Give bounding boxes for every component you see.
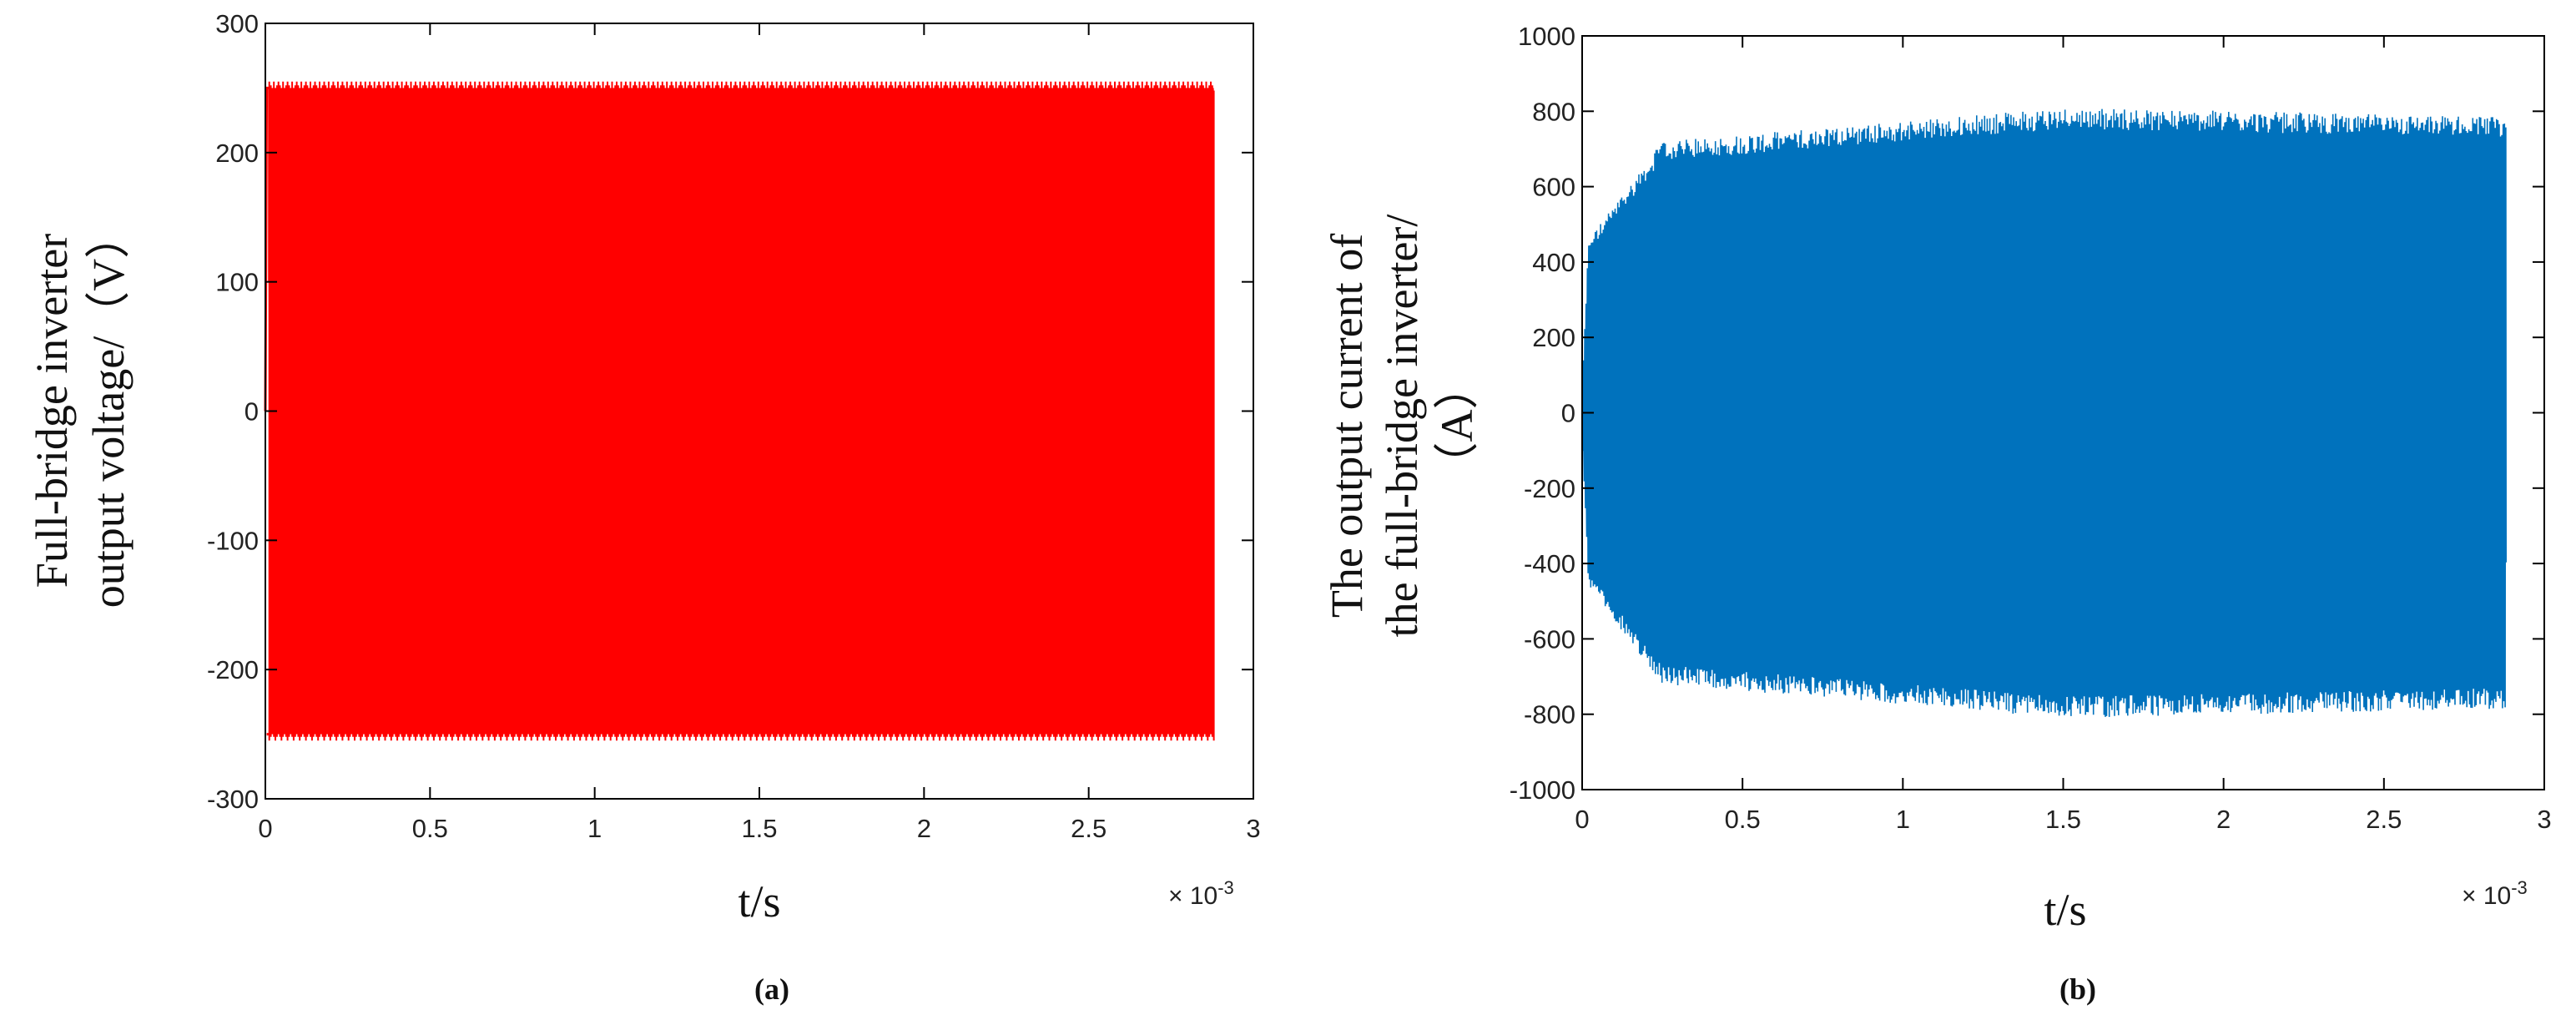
chart-a-axes [265, 23, 1254, 800]
chart-a-y-tick-label: -100 [207, 526, 259, 555]
chart-a-x-tick-label: 0 [258, 814, 272, 843]
chart-b-y-tick-label: -400 [1524, 549, 1575, 578]
chart-a-y-axis-label-line-2: output voltage/（V） [83, 214, 134, 608]
chart-a-series [264, 81, 1215, 741]
chart-a-x-tick-label: 1 [587, 814, 602, 843]
chart-a-y-axis-label: Full-bridge inverter output voltage/（V） [27, 214, 134, 608]
chart-a-x-tick-label: 0.5 [412, 814, 448, 843]
chart-a-x-tick-label: 2.5 [1071, 814, 1107, 843]
chart-b-x-tick-label: 1 [1896, 805, 1910, 834]
chart-b-y-tick-label: -600 [1524, 624, 1575, 654]
chart-a-x-tick-label: 2 [917, 814, 931, 843]
chart-a-y-tick-label: -300 [207, 785, 259, 814]
chart-b-y-tick-label: 200 [1532, 323, 1575, 352]
chart-b-x-tick-labels: 0 0.5 1 1.5 2 2.5 3 [1575, 805, 2551, 834]
chart-b-y-tick-labels: -1000 -800 -600 -400 -200 0 200 400 600 800 1000 [1510, 22, 1575, 805]
chart-a-x-tick-label: 1.5 [741, 814, 777, 843]
chart-a-series-line [268, 81, 1215, 741]
chart-b-y-tick-label: 800 [1532, 97, 1575, 126]
chart-a-y-axis-label-line-1: Full-bridge inverter [27, 234, 77, 588]
chart-a: -300 -200 -100 0 100 200 300 0 0.5 1 1.5 2 2.5 3 × 1… [27, 9, 1261, 1006]
chart-b-y-axis-label-line-2: the full-bridge inverter/ [1377, 215, 1427, 638]
chart-b: -1000 -800 -600 -400 -200 0 200 400 600 800 1000 0… [1322, 22, 2552, 1006]
chart-b-x-tick-label: 1.5 [2045, 805, 2081, 834]
chart-b-x-tick-label: 2.5 [2366, 805, 2402, 834]
chart-b-y-axis-label-line-3: （A） [1432, 365, 1482, 487]
chart-b-y-tick-label: 0 [1561, 399, 1575, 428]
chart-b-x-tick-label: 0 [1575, 805, 1589, 834]
chart-b-series-line [1581, 109, 2507, 717]
chart-b-panel-label: (b) [2059, 972, 2096, 1006]
chart-b-y-tick-label: -800 [1524, 700, 1575, 730]
chart-b-y-axis-label-line-1: The output current of [1322, 234, 1372, 618]
chart-a-x-tick-labels: 0 0.5 1 1.5 2 2.5 3 [258, 814, 1260, 843]
chart-b-x-tick-label: 0.5 [1725, 805, 1761, 834]
chart-b-y-axis-label: The output current of the full-bridge in… [1322, 215, 1482, 638]
chart-a-x-axis-label: t/s [738, 876, 780, 927]
chart-b-y-tick-label: -200 [1524, 474, 1575, 503]
chart-a-y-tick-label: 300 [215, 9, 259, 38]
chart-a-x-tick-label: 3 [1246, 814, 1260, 843]
chart-b-y-tick-label: 400 [1532, 248, 1575, 277]
chart-b-y-tick-label: -1000 [1510, 775, 1575, 805]
chart-a-y-tick-labels: -300 -200 -100 0 100 200 300 [207, 9, 259, 814]
chart-a-x-multiplier: × 10-3 [1168, 877, 1234, 910]
chart-a-y-tick-label: -200 [207, 655, 259, 684]
chart-b-x-axis-label: t/s [2044, 885, 2086, 935]
chart-b-x-tick-label: 3 [2537, 805, 2551, 834]
chart-b-series [1581, 109, 2507, 717]
chart-a-y-tick-label: 100 [215, 268, 259, 297]
chart-a-y-tick-label: 0 [244, 397, 259, 427]
chart-b-x-multiplier: × 10-3 [2462, 877, 2528, 910]
chart-b-axes [1581, 35, 2545, 790]
chart-b-y-tick-label: 1000 [1518, 22, 1575, 51]
chart-b-y-tick-label: 600 [1532, 173, 1575, 202]
chart-a-panel-label: (a) [754, 972, 789, 1006]
chart-a-y-tick-label: 200 [215, 139, 259, 168]
chart-b-x-tick-label: 2 [2216, 805, 2231, 834]
